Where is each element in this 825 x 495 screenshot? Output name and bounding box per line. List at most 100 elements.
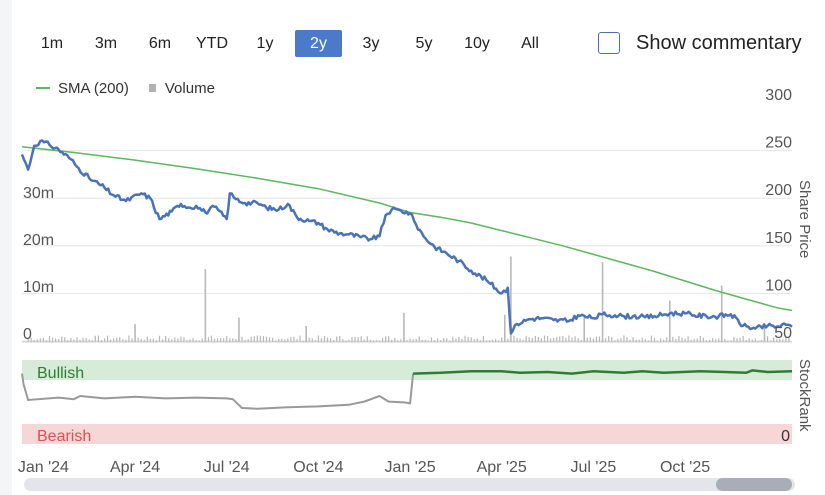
range-button-1y[interactable]: 1y <box>256 35 274 52</box>
volume-bar <box>180 336 182 342</box>
volume-bar <box>482 336 484 342</box>
volume-bar <box>718 338 720 342</box>
volume-bar <box>296 339 298 342</box>
volume-bar <box>268 337 271 342</box>
volume-bar <box>308 337 310 342</box>
volume-bar <box>336 336 338 342</box>
volume-bar <box>186 339 188 342</box>
range-button-6m[interactable]: 6m <box>148 35 172 52</box>
x-tick-label: Apr '25 <box>477 459 527 476</box>
volume-bar <box>540 338 543 342</box>
volume-bar <box>311 338 313 342</box>
commentary-checkbox[interactable] <box>598 32 620 54</box>
x-tick-label: Jan '25 <box>385 459 436 476</box>
volume-bar <box>232 338 234 342</box>
volume-bar <box>256 335 258 342</box>
volume-bar <box>550 338 552 342</box>
volume-bar <box>580 340 582 342</box>
volume-bar <box>51 337 54 342</box>
volume-bar <box>388 336 390 342</box>
volume-bar <box>653 337 656 342</box>
volume-bar <box>611 336 613 342</box>
volume-bar <box>241 336 243 342</box>
volume-bar <box>503 314 506 342</box>
x-tick-label: Jul '25 <box>571 459 617 476</box>
volume-bar <box>100 339 103 342</box>
volume-bar <box>201 338 203 342</box>
volume-bar <box>342 339 344 342</box>
volume-bar <box>663 339 665 342</box>
volume-bar <box>137 337 139 342</box>
volume-bar <box>650 335 653 342</box>
volume-bar <box>647 340 649 342</box>
range-button-2y[interactable]: 2y <box>295 30 342 57</box>
volume-bar <box>531 338 533 342</box>
volume-bar <box>385 336 387 342</box>
volume-bar <box>372 340 374 342</box>
volume-bar <box>736 338 738 342</box>
range-button-10y[interactable]: 10y <box>464 35 490 52</box>
show-commentary-toggle[interactable]: Show commentary <box>598 28 802 58</box>
volume-bar <box>446 338 448 342</box>
volume-bars <box>27 256 790 342</box>
volume-bar <box>168 338 170 342</box>
volume-bar <box>122 339 124 342</box>
volume-bar <box>452 336 454 342</box>
range-button-3y[interactable]: 3y <box>362 35 380 52</box>
volume-bar <box>711 338 714 342</box>
volume-bar <box>171 339 173 342</box>
volume-bar <box>299 335 301 342</box>
volume-bar <box>644 338 646 342</box>
price-tick-label: 300 <box>765 87 792 104</box>
volume-bar <box>134 324 136 342</box>
volume-legend-label[interactable]: Volume <box>164 79 215 97</box>
range-button-5y[interactable]: 5y <box>415 35 433 52</box>
x-tick-label: Oct '24 <box>293 459 343 476</box>
volume-bar <box>476 338 478 342</box>
volume-bar <box>638 339 640 342</box>
price-tick-label: 50 <box>774 325 792 342</box>
volume-bar <box>330 338 332 342</box>
volume-bar <box>479 340 481 342</box>
range-button-3m[interactable]: 3m <box>94 35 118 52</box>
volume-bar <box>470 337 472 342</box>
volume-bar <box>244 339 246 342</box>
volume-bar <box>345 340 347 342</box>
volume-bar <box>82 337 84 342</box>
volume-bar <box>687 336 689 342</box>
volume-bar <box>571 337 573 342</box>
volume-bar <box>216 338 219 342</box>
volume-bar <box>110 339 112 342</box>
volume-bar <box>149 338 151 342</box>
volume-bar <box>760 339 763 342</box>
volume-bar <box>333 339 335 342</box>
navigator-scrollbar-thumb[interactable] <box>716 478 792 491</box>
range-button-all[interactable]: All <box>521 35 539 52</box>
volume-bar <box>281 338 283 342</box>
volume-bar <box>785 336 787 342</box>
navigator-scrollbar-track[interactable] <box>24 478 795 491</box>
volume-bar <box>262 336 264 342</box>
volume-bar <box>440 340 442 342</box>
range-button-1m[interactable]: 1m <box>40 35 64 52</box>
volume-bar <box>70 338 72 342</box>
volume-bar <box>705 340 708 342</box>
volume-bar <box>128 335 130 342</box>
sma-legend-label[interactable]: SMA (200) <box>58 79 129 97</box>
volume-bar <box>210 335 213 342</box>
stockrank-tick-label: 0 <box>781 428 790 445</box>
volume-bar <box>656 340 659 342</box>
volume-bar <box>140 338 142 342</box>
volume-bar <box>88 339 90 342</box>
volume-bar <box>751 339 753 342</box>
x-tick-label: Jan '24 <box>18 459 69 476</box>
volume-bar <box>702 337 704 342</box>
volume-bar <box>501 337 503 342</box>
volume-bar <box>198 340 200 342</box>
volume-bar <box>696 338 698 342</box>
volume-bar <box>85 338 87 342</box>
volume-bar <box>165 336 167 342</box>
range-button-ytd[interactable]: YTD <box>196 35 228 52</box>
volume-bar <box>226 336 228 342</box>
